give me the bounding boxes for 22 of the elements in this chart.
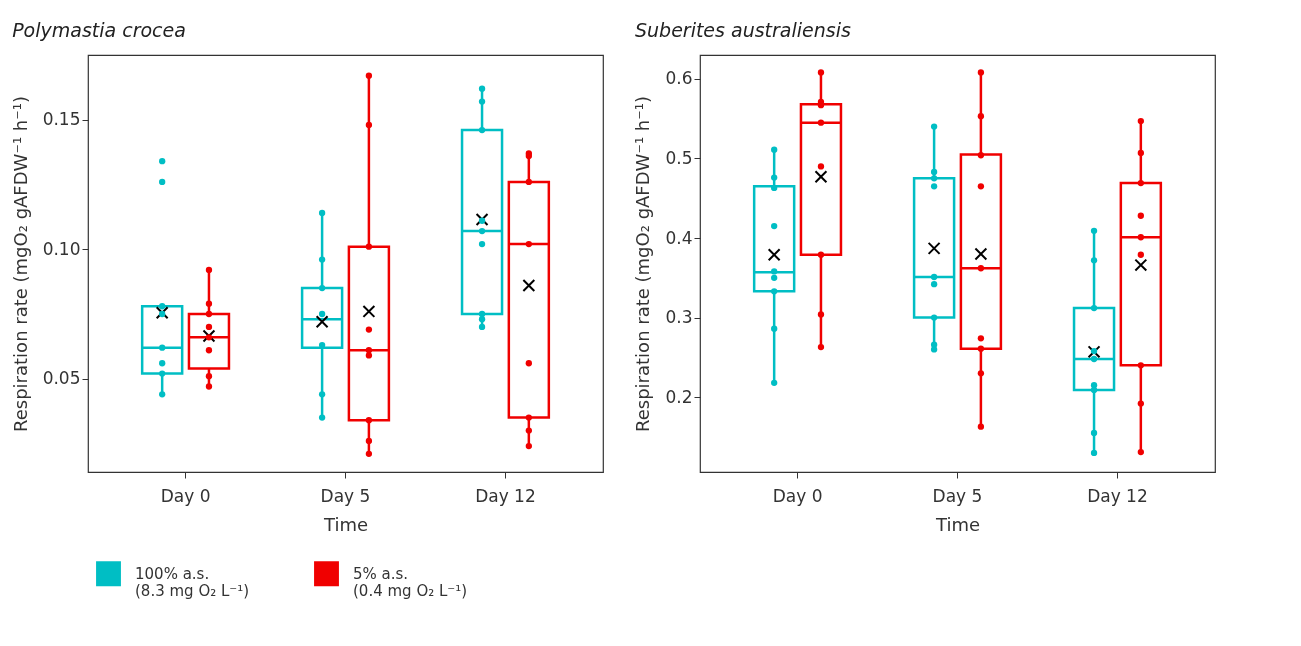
y-tick-label: 0.4 [665,227,693,248]
y-tick-label: 0.3 [665,307,693,328]
x-axis-title: Time [934,513,981,535]
y-axis-title: Respiration rate (mgO₂ gAFDW⁻¹ h⁻¹) [632,96,654,432]
y-tick-label: 0.10 [42,238,81,259]
x-tick-label: Day 12 [475,485,536,506]
y-axis-title: Respiration rate (mgO₂ gAFDW⁻¹ h⁻¹) [9,96,31,432]
chart-title: Polymastia crocea [12,19,186,41]
legend-label: 100% a.s. (8.3 mg O₂ L⁻¹) [135,564,250,600]
y-tick-label: 0.6 [665,68,693,89]
y-tick-label: 0.2 [665,386,693,407]
y-tick-label: 0.15 [42,109,81,130]
chart-title: Suberites australiensis [634,19,851,41]
y-tick-label: 0.05 [42,368,81,389]
x-tick-label: Day 5 [932,485,983,506]
x-axis-title: Time [322,513,369,535]
x-tick-label: Day 0 [160,485,211,506]
legend-label: 5% a.s. (0.4 mg O₂ L⁻¹) [353,564,468,600]
x-tick-label: Day 12 [1087,485,1148,506]
x-tick-label: Day 0 [772,485,823,506]
x-tick-label: Day 5 [320,485,371,506]
y-tick-label: 0.5 [665,147,693,168]
